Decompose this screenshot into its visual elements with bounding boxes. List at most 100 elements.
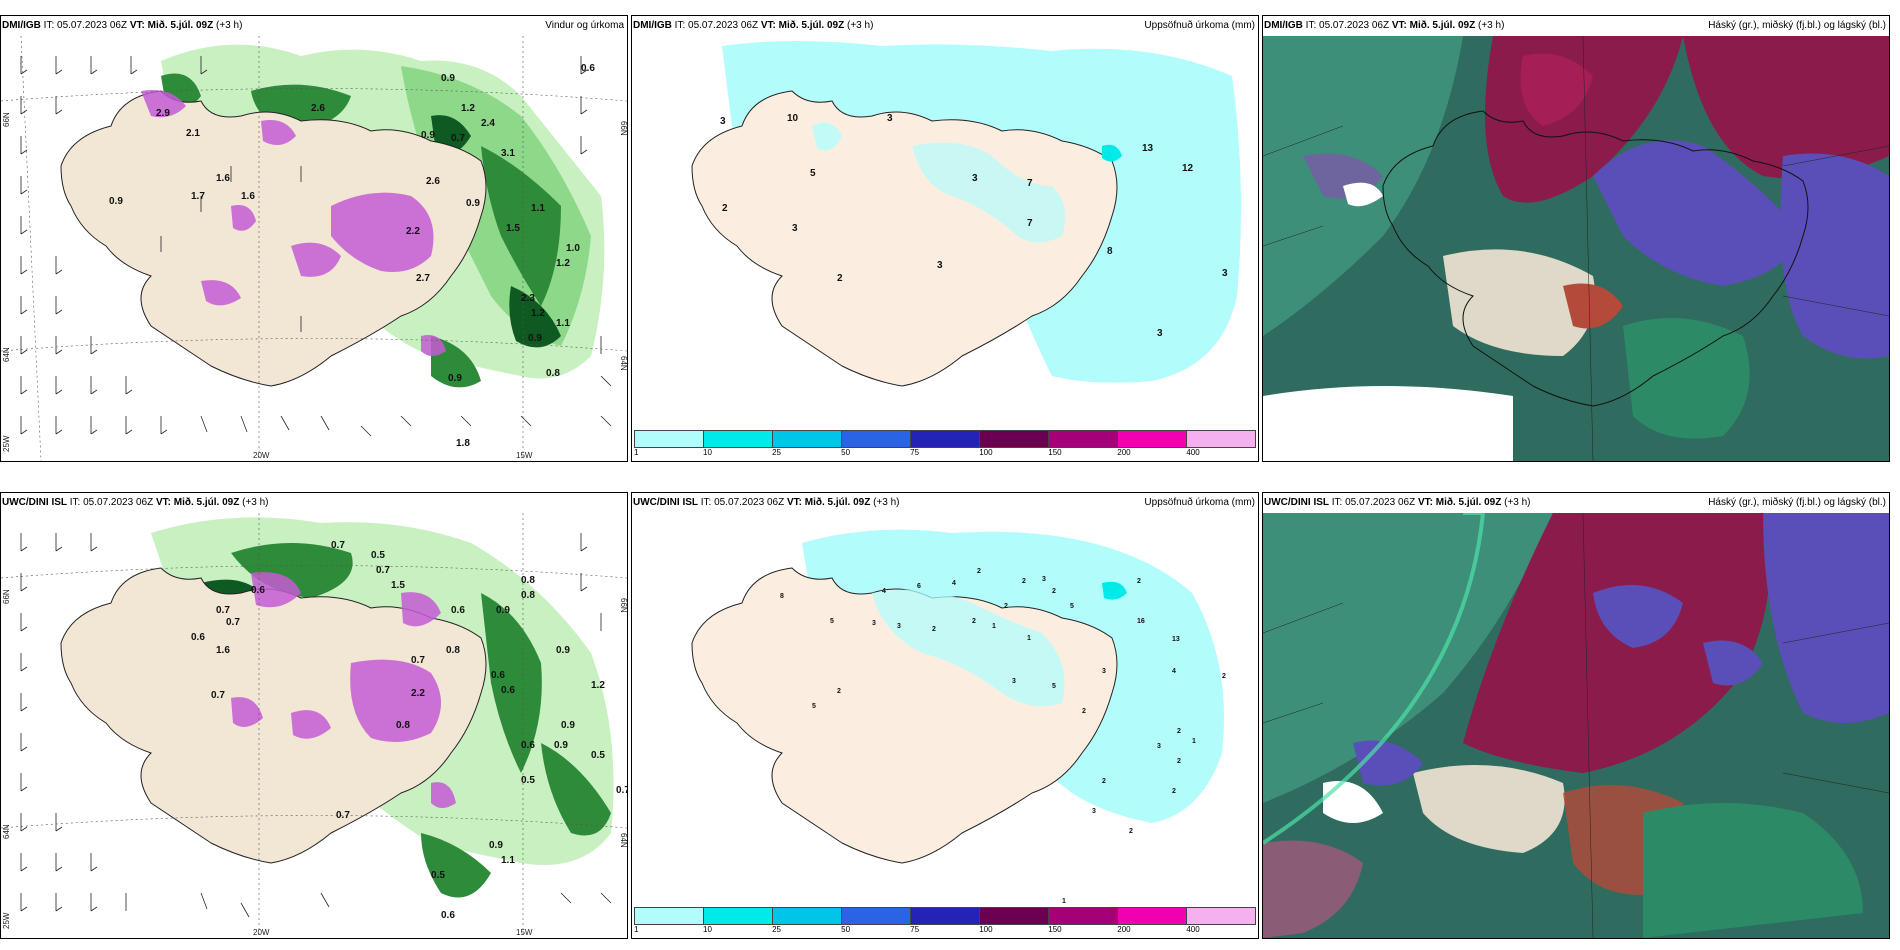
- panel-header: DMI/IGB IT: 05.07.2023 06Z VT: Mið. 5.jú…: [1263, 16, 1889, 36]
- precip-value: 3: [887, 113, 893, 124]
- precip-value: 3: [1102, 668, 1106, 675]
- lat-label-64n: 64N: [2, 347, 11, 362]
- value-label: 0.8: [546, 368, 560, 379]
- colorbar-tick: 200: [1117, 448, 1131, 457]
- lead-time: (+3 h): [847, 20, 874, 31]
- precip-value: 4: [952, 580, 956, 587]
- colorbar-segment: [635, 431, 704, 447]
- colorbar-tick: 50: [841, 925, 851, 934]
- lon-label-20w: 20W: [253, 928, 270, 937]
- colorbar-tick: 150: [1048, 448, 1062, 457]
- wind-precip-map: 0.9 1.2 0.6 2.9 2.1 2.6 2.4 0.9 0.7 3.1 …: [1, 36, 627, 461]
- precip-value: 1: [1062, 898, 1066, 905]
- value-label: 1.1: [556, 318, 570, 329]
- value-label: 0.7: [226, 617, 240, 628]
- colorbar-segment: [980, 908, 1049, 924]
- precip-value: 6: [917, 583, 921, 590]
- panel-header: DMI/IGB IT: 05.07.2023 06Z VT: Mið. 5.jú…: [1, 16, 627, 36]
- value-label: 1.2: [531, 308, 545, 319]
- colorbar-tick: 10: [703, 448, 712, 457]
- value-label: 0.9: [448, 373, 462, 384]
- colorbar-segment: [773, 431, 842, 447]
- precip-value: 3: [1042, 576, 1046, 583]
- precip-value: 2: [722, 203, 728, 214]
- precip-colorbar: 1 10 25 50 75 100 150 200 400: [634, 430, 1256, 458]
- value-label: 0.7: [376, 565, 390, 576]
- lead-time: (+3 h): [873, 497, 900, 508]
- vt-value: Mið. 5.júl. 09Z: [173, 497, 240, 508]
- precip-value: 3: [1222, 268, 1228, 279]
- it-label: IT:: [43, 20, 55, 31]
- value-label: 1.1: [501, 855, 515, 866]
- precip-value: 13: [1172, 636, 1180, 643]
- precip-value: 3: [972, 173, 978, 184]
- value-label: 0.6: [251, 585, 265, 596]
- value-label: 1.6: [241, 191, 255, 202]
- lead-time: (+3 h): [242, 497, 269, 508]
- value-label: 0.8: [396, 720, 410, 731]
- precip-value: 2: [1082, 708, 1086, 715]
- precip-value: 12: [1182, 163, 1194, 174]
- colorbar-tick: 75: [910, 448, 920, 457]
- colorbar-tick: 1: [634, 448, 639, 457]
- value-label: 0.9: [421, 130, 435, 141]
- vt-label: VT:: [760, 20, 776, 31]
- value-label: 0.9: [466, 198, 480, 209]
- wind-precip-map: 0.7 0.5 0.7 0.8 1.5 0.6 0.8 0.9 0.7 0.7 …: [1, 513, 627, 938]
- panel-header: UWC/DINI ISL IT: 05.07.2023 06Z VT: Mið.…: [1, 493, 627, 513]
- lat-label-64n: 64N: [2, 824, 11, 839]
- precip-value: 2: [1177, 758, 1181, 765]
- vt-value: Mið. 5.júl. 09Z: [147, 20, 214, 31]
- colorbar-segment: [1049, 908, 1118, 924]
- value-label: 0.9: [496, 605, 510, 616]
- panel-header: DMI/IGB IT: 05.07.2023 06Z VT: Mið. 5.jú…: [632, 16, 1258, 36]
- colorbar-tick: 400: [1186, 925, 1200, 934]
- it-label: IT:: [674, 20, 686, 31]
- precip-value: 2: [1129, 828, 1133, 835]
- precip-value: 2: [1177, 728, 1181, 735]
- precip-value: 2: [1004, 603, 1008, 610]
- model-name: UWC/DINI ISL: [1264, 497, 1329, 508]
- lon-label-15w: 15W: [516, 928, 533, 937]
- precip-value: 1: [992, 623, 996, 630]
- value-label: 0.5: [521, 775, 535, 786]
- precip-value: 2: [1172, 788, 1176, 795]
- value-label: 1.5: [506, 223, 520, 234]
- value-label: 0.7: [211, 690, 225, 701]
- vt-label: VT:: [1391, 20, 1407, 31]
- lon-label-25w: 25W: [2, 435, 11, 452]
- vt-label: VT:: [155, 497, 171, 508]
- colorbar-swatches: [634, 907, 1256, 925]
- it-value: 05.07.2023 06Z: [1345, 497, 1416, 508]
- colorbar-ticks: 1 10 25 50 75 100 150 200 400: [634, 448, 1256, 458]
- colorbar-segment: [1118, 431, 1187, 447]
- accumulated-precip-map: 3 10 5 3 2 3 2 3 7 7 13 12 8 3 3 3 2: [632, 36, 1258, 431]
- precip-value: 16: [1137, 618, 1145, 625]
- panel-dmi-wind: DMI/IGB IT: 05.07.2023 06Z VT: Mið. 5.jú…: [0, 15, 628, 462]
- panel-uwc-wind: UWC/DINI ISL IT: 05.07.2023 06Z VT: Mið.…: [0, 492, 628, 939]
- value-label: 1.6: [216, 645, 230, 656]
- value-label: 1.2: [461, 103, 475, 114]
- value-label: 0.6: [581, 63, 595, 74]
- vt-value: Mið. 5.júl. 09Z: [1409, 20, 1476, 31]
- colorbar-tick: 50: [841, 448, 851, 457]
- panel-title: Uppsöfnuð úrkoma (mm): [1144, 20, 1255, 31]
- value-label: 0.6: [441, 910, 455, 921]
- value-label: 0.7: [336, 810, 350, 821]
- accumulated-precip-map: 8 4 6 4 2 2 3 2 5 3 3 2 2 1 2 1 5 2 16 1…: [632, 513, 1258, 908]
- colorbar-segment: [704, 431, 773, 447]
- lat-label-66n-right: 66N: [619, 598, 627, 613]
- precip-value: 13: [1142, 143, 1154, 154]
- vt-value: Mið. 5.júl. 09Z: [778, 20, 845, 31]
- value-label: 0.6: [491, 670, 505, 681]
- precip-value: 3: [1012, 678, 1016, 685]
- precip-value: 5: [830, 618, 834, 625]
- value-label: 2.6: [426, 176, 440, 187]
- colorbar-tick: 150: [1048, 925, 1062, 934]
- precip-value: 2: [1102, 778, 1106, 785]
- value-label: 0.6: [191, 632, 205, 643]
- colorbar-segment: [635, 908, 704, 924]
- precip-value: 3: [872, 620, 876, 627]
- it-value: 05.07.2023 06Z: [688, 20, 759, 31]
- precip-value: 8: [780, 593, 784, 600]
